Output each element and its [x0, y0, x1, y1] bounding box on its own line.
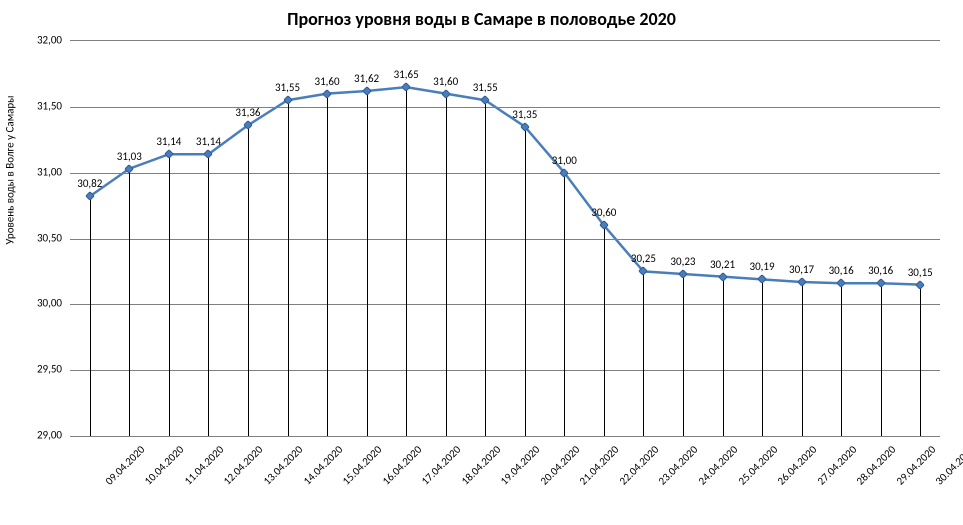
drop-line	[683, 274, 684, 436]
drop-line	[564, 173, 565, 436]
y-tick-label: 30,00	[0, 297, 62, 310]
plot-area: 30,82 31,03 31,14 31,14 31,36 31,55 31,60 31,62…	[70, 40, 940, 437]
data-label: 30,82	[77, 177, 102, 190]
drop-line	[367, 91, 368, 436]
drop-line	[841, 283, 842, 436]
drop-line	[446, 94, 447, 436]
x-tick-label: 09.04.2020	[102, 443, 147, 488]
drop-line	[604, 225, 605, 436]
data-label: 30,60	[591, 206, 616, 219]
x-tick-label: 28.04.2020	[854, 443, 899, 488]
drop-line	[208, 154, 209, 436]
drop-line	[129, 169, 130, 436]
x-tick-label: 30.04.2020	[933, 443, 963, 488]
drop-line	[327, 94, 328, 436]
data-label: 31,14	[156, 135, 181, 148]
data-label: 31,55	[275, 81, 300, 94]
x-tick-label: 17.04.2020	[419, 443, 464, 488]
x-tick-label: 21.04.2020	[577, 443, 622, 488]
drop-line	[485, 100, 486, 436]
x-tick-label: 16.04.2020	[379, 443, 424, 488]
y-tick-label: 29,50	[0, 363, 62, 376]
x-tick-label: 18.04.2020	[458, 443, 503, 488]
x-tick-label: 29.04.2020	[893, 443, 938, 488]
drop-line	[643, 271, 644, 436]
data-label: 30,15	[908, 266, 933, 279]
x-tick-label: 11.04.2020	[182, 443, 227, 488]
drop-line	[723, 277, 724, 436]
data-label: 31,55	[473, 81, 498, 94]
data-label: 31,60	[315, 75, 340, 88]
x-tick-label: 26.04.2020	[775, 443, 820, 488]
y-tick-label: 29,00	[0, 429, 62, 442]
x-tick-label: 19.04.2020	[498, 443, 543, 488]
x-tick-label: 15.04.2020	[340, 443, 385, 488]
data-label: 31,03	[117, 150, 142, 163]
drop-line	[920, 285, 921, 436]
x-tick-label: 20.04.2020	[537, 443, 582, 488]
chart-container: Прогноз уровня воды в Самаре в половодье…	[0, 0, 963, 525]
drop-line	[802, 282, 803, 436]
drop-line	[762, 279, 763, 436]
y-tick-label: 31,50	[0, 99, 62, 112]
grid-line	[70, 173, 940, 174]
x-tick-label: 24.04.2020	[696, 443, 741, 488]
data-label: 30,16	[868, 264, 893, 277]
drop-line	[881, 283, 882, 436]
data-label: 31,60	[433, 75, 458, 88]
chart-title: Прогноз уровня воды в Самаре в половодье…	[0, 8, 963, 30]
data-label: 31,00	[552, 154, 577, 167]
y-tick-label: 31,00	[0, 165, 62, 178]
x-tick-label: 10.04.2020	[142, 443, 187, 488]
data-label: 30,17	[789, 263, 814, 276]
data-label: 31,62	[354, 72, 379, 85]
data-label: 31,36	[235, 106, 260, 119]
data-label: 30,19	[750, 260, 775, 273]
data-label: 30,16	[829, 264, 854, 277]
drop-line	[169, 154, 170, 436]
data-label: 31,14	[196, 135, 221, 148]
drop-line	[525, 127, 526, 436]
x-tick-label: 23.04.2020	[656, 443, 701, 488]
drop-line	[406, 87, 407, 436]
data-label: 30,25	[631, 252, 656, 265]
x-tick-label: 25.04.2020	[735, 443, 780, 488]
grid-line	[70, 304, 940, 305]
y-tick-label: 32,00	[0, 34, 62, 47]
grid-line	[70, 370, 940, 371]
x-tick-label: 27.04.2020	[814, 443, 859, 488]
x-tick-label: 12.04.2020	[221, 443, 266, 488]
grid-line	[70, 107, 940, 108]
drop-line	[288, 100, 289, 436]
data-label: 30,21	[710, 258, 735, 271]
x-tick-label: 13.04.2020	[261, 443, 306, 488]
data-label: 30,23	[670, 255, 695, 268]
drop-line	[90, 196, 91, 436]
data-label: 31,35	[512, 108, 537, 121]
data-label: 31,65	[394, 68, 419, 81]
drop-line	[248, 125, 249, 436]
grid-line	[70, 239, 940, 240]
x-tick-label: 14.04.2020	[300, 443, 345, 488]
x-tick-label: 22.04.2020	[617, 443, 662, 488]
y-tick-label: 30,50	[0, 231, 62, 244]
